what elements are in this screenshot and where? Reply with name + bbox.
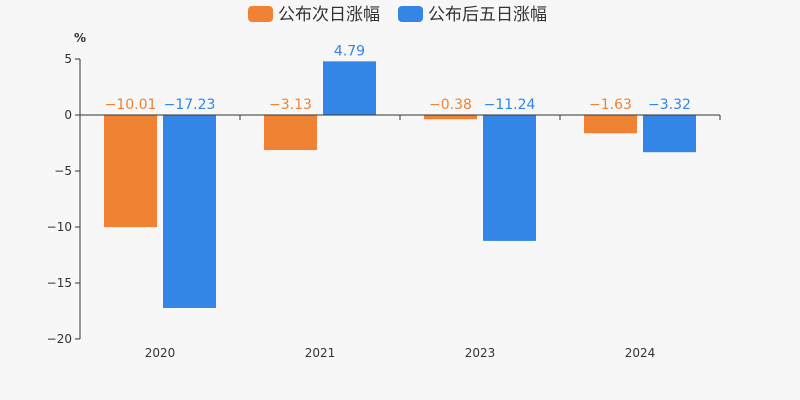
x-tick-label: 2023 — [465, 346, 496, 360]
legend: 公布次日涨幅 公布后五日涨幅 — [248, 5, 547, 25]
bar — [163, 115, 216, 308]
y-tick-label: 0 — [64, 108, 72, 122]
legend-label: 公布后五日涨幅 — [428, 5, 547, 25]
legend-label: 公布次日涨幅 — [278, 5, 380, 25]
data-label: −3.13 — [269, 97, 312, 113]
bar — [264, 115, 317, 151]
bar — [323, 61, 376, 115]
y-tick-label: −15 — [47, 276, 72, 290]
bar — [483, 115, 536, 241]
x-axis: 2020 2021 2023 2024 — [79, 115, 721, 360]
y-tick-label: 5 — [64, 52, 72, 66]
data-label: 4.79 — [334, 43, 365, 59]
x-tick-label: 2021 — [305, 346, 336, 360]
y-axis-unit: % — [74, 31, 86, 45]
bar — [643, 115, 696, 153]
y-tick-label: −20 — [47, 332, 72, 346]
data-label: −1.63 — [589, 97, 632, 113]
y-tick-label: −10 — [47, 220, 72, 234]
legend-swatch — [398, 6, 423, 22]
bar — [584, 115, 637, 134]
x-tick-label: 2020 — [145, 346, 176, 360]
data-labels: −10.01 −17.23 −3.13 4.79 −0.38 −11.24 −1.63 −3.… — [105, 43, 691, 113]
x-tick-label: 2024 — [625, 346, 656, 360]
data-label: −17.23 — [164, 97, 216, 113]
data-label: −0.38 — [429, 97, 472, 113]
data-label: −11.24 — [484, 97, 536, 113]
data-label: −10.01 — [105, 97, 157, 113]
data-label: −3.32 — [648, 97, 691, 113]
bar — [424, 115, 477, 120]
y-tick-label: −5 — [54, 164, 72, 178]
bars — [104, 61, 696, 308]
bar — [104, 115, 157, 228]
legend-swatch — [248, 6, 273, 22]
y-axis: 5 0 −5 −10 −15 −20 — [47, 52, 81, 346]
